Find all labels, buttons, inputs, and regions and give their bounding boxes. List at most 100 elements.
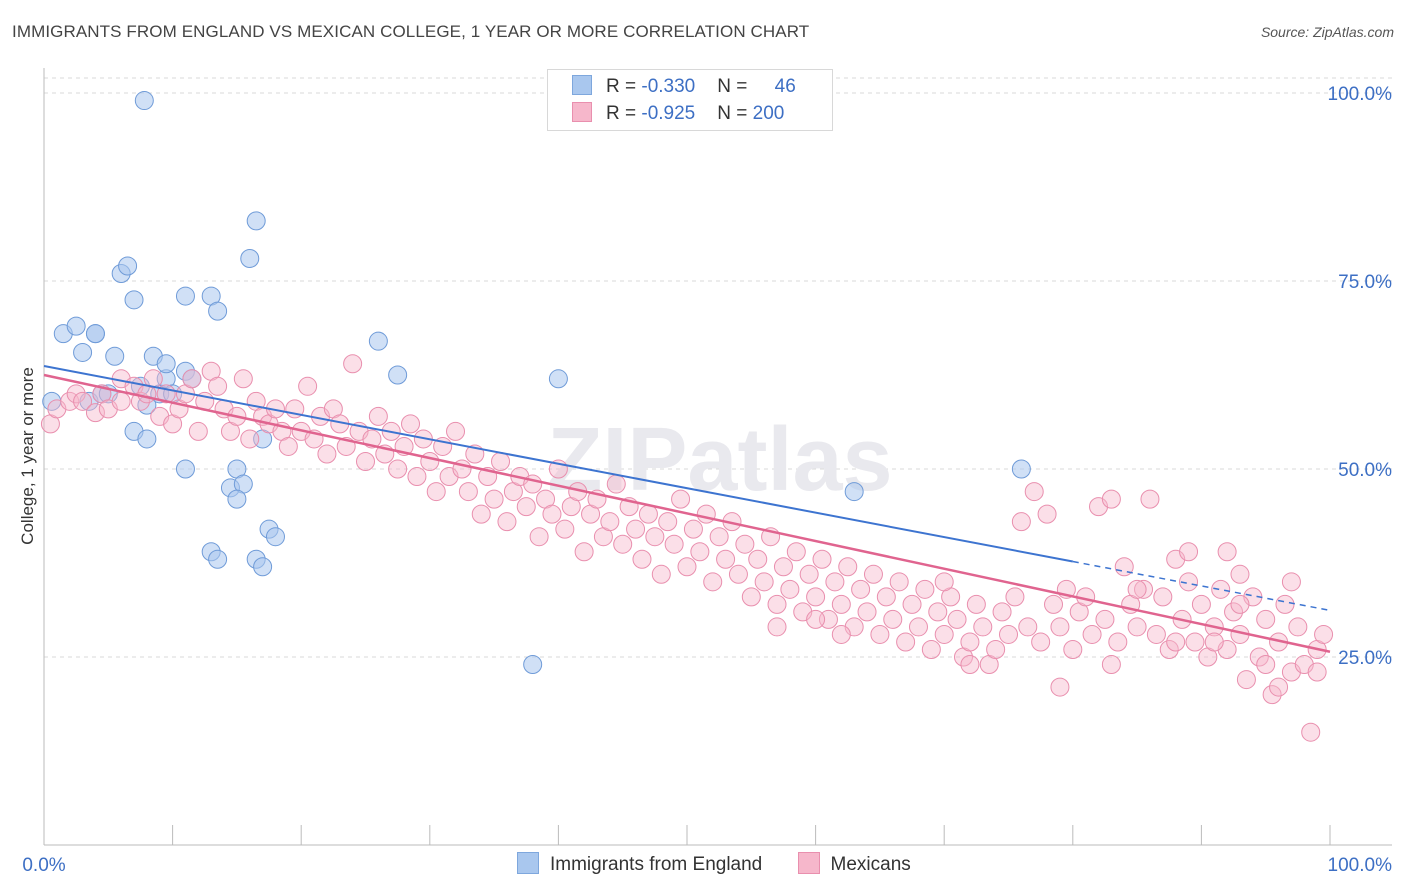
mexicans-point xyxy=(600,512,620,532)
y-tick-label: 100.0% xyxy=(1328,84,1393,105)
mexicans-point xyxy=(1063,639,1083,659)
mexicans-point xyxy=(529,527,549,547)
mexicans-point xyxy=(767,617,787,637)
bottom-legend-england: Immigrants from England xyxy=(517,852,762,876)
bottom-legend: Immigrants from England Mexicans xyxy=(517,852,941,876)
mexicans-point xyxy=(1159,639,1179,659)
mexicans-point xyxy=(368,406,388,426)
england-point xyxy=(253,557,273,577)
england-point xyxy=(368,331,388,351)
england-point xyxy=(105,346,125,366)
mexicans-point xyxy=(613,534,633,554)
mexicans-point xyxy=(1275,594,1295,614)
legend-n-value: 46 xyxy=(774,76,796,97)
axes xyxy=(43,68,1392,846)
mexicans-point xyxy=(1011,512,1031,532)
bottom-swatch-blue xyxy=(517,852,539,874)
mexicans-point xyxy=(1108,632,1128,652)
legend-n-label: N = xyxy=(717,103,753,124)
mexicans-point xyxy=(709,527,729,547)
mexicans-point xyxy=(471,504,491,524)
mexicans-point xyxy=(1127,579,1147,599)
mexicans-point xyxy=(645,527,665,547)
mexicans-point xyxy=(484,489,504,509)
mexicans-point xyxy=(555,519,575,539)
mexicans-point xyxy=(1114,557,1134,577)
mexicans-point xyxy=(696,504,716,524)
bottom-legend-mexicans: Mexicans xyxy=(797,852,911,876)
mexicans-point xyxy=(188,421,208,441)
mexicans-point xyxy=(1230,594,1250,614)
mexicans-point xyxy=(491,452,511,471)
mexicans-point xyxy=(851,579,871,599)
england-trend-line xyxy=(43,365,1073,563)
legend-n-value: 200 xyxy=(752,103,785,124)
legend-swatch-blue xyxy=(572,75,592,95)
x-tick-label: 0.0% xyxy=(22,855,65,876)
england-point xyxy=(175,286,195,306)
mexicans-point xyxy=(343,354,363,374)
england-point xyxy=(73,342,93,362)
mexicans-point xyxy=(1005,587,1025,607)
mexicans-trend-line xyxy=(43,373,1331,653)
mexicans-point xyxy=(1050,677,1070,697)
mexicans-point xyxy=(973,617,993,637)
england-point xyxy=(265,527,285,547)
mexicans-point xyxy=(638,504,658,524)
mexicans-point xyxy=(915,579,935,599)
mexicans-point xyxy=(1127,617,1147,637)
mexicans-point xyxy=(806,609,826,629)
england-point xyxy=(124,290,144,310)
england-point xyxy=(85,324,105,344)
mexicans-point xyxy=(986,639,1006,659)
mexicans-point xyxy=(773,557,793,577)
mexicans-point xyxy=(1179,542,1199,562)
mexicans-point xyxy=(632,549,652,569)
england-point xyxy=(227,489,247,509)
mexicans-point xyxy=(1217,542,1237,562)
gridlines xyxy=(44,77,1392,658)
mexicans-point xyxy=(388,459,408,479)
mexicans-point xyxy=(1050,617,1070,637)
mexicans-point xyxy=(889,572,909,592)
mexicans-point xyxy=(1101,655,1121,675)
mexicans-point xyxy=(883,609,903,629)
mexicans-point xyxy=(1236,670,1256,690)
mexicans-point xyxy=(401,414,421,434)
mexicans-point xyxy=(728,564,748,584)
mexicans-point xyxy=(1204,632,1224,652)
mexicans-point xyxy=(1166,632,1186,652)
mexicans-point xyxy=(1269,677,1289,697)
mexicans-point xyxy=(651,564,671,584)
mexicans-point xyxy=(857,602,877,622)
legend-r-value: -0.330 xyxy=(641,76,696,97)
mexicans-point xyxy=(1134,579,1154,599)
y-tick-label: 75.0% xyxy=(1338,272,1392,293)
mexicans-point xyxy=(66,384,86,404)
mexicans-point xyxy=(1230,564,1250,584)
mexicans-point xyxy=(1179,572,1199,592)
england-point xyxy=(175,459,195,479)
england-point xyxy=(246,211,266,231)
y-axis-label: College, 1 year or more xyxy=(18,367,37,545)
england-point xyxy=(523,655,543,675)
y-tick-label: 50.0% xyxy=(1338,460,1392,481)
mexicans-point xyxy=(1314,624,1334,644)
england-point xyxy=(208,301,228,321)
mexicans-point xyxy=(664,534,684,554)
england-point xyxy=(137,429,157,449)
mexicans-point xyxy=(1191,594,1211,614)
legend-row-england: R = -0.330 N = 46 xyxy=(572,75,796,101)
mexicans-point xyxy=(896,632,916,652)
mexicans-point xyxy=(703,572,723,592)
mexicans-point xyxy=(182,369,202,389)
trend-lines xyxy=(43,365,1331,653)
mexicans-point xyxy=(921,639,941,659)
mexicans-point xyxy=(626,519,646,539)
mexicans-point xyxy=(1256,609,1276,629)
mexicans-point xyxy=(831,594,851,614)
mexicans-point xyxy=(574,542,594,562)
mexicans-point xyxy=(233,369,253,389)
mexicans-point xyxy=(1185,632,1205,652)
